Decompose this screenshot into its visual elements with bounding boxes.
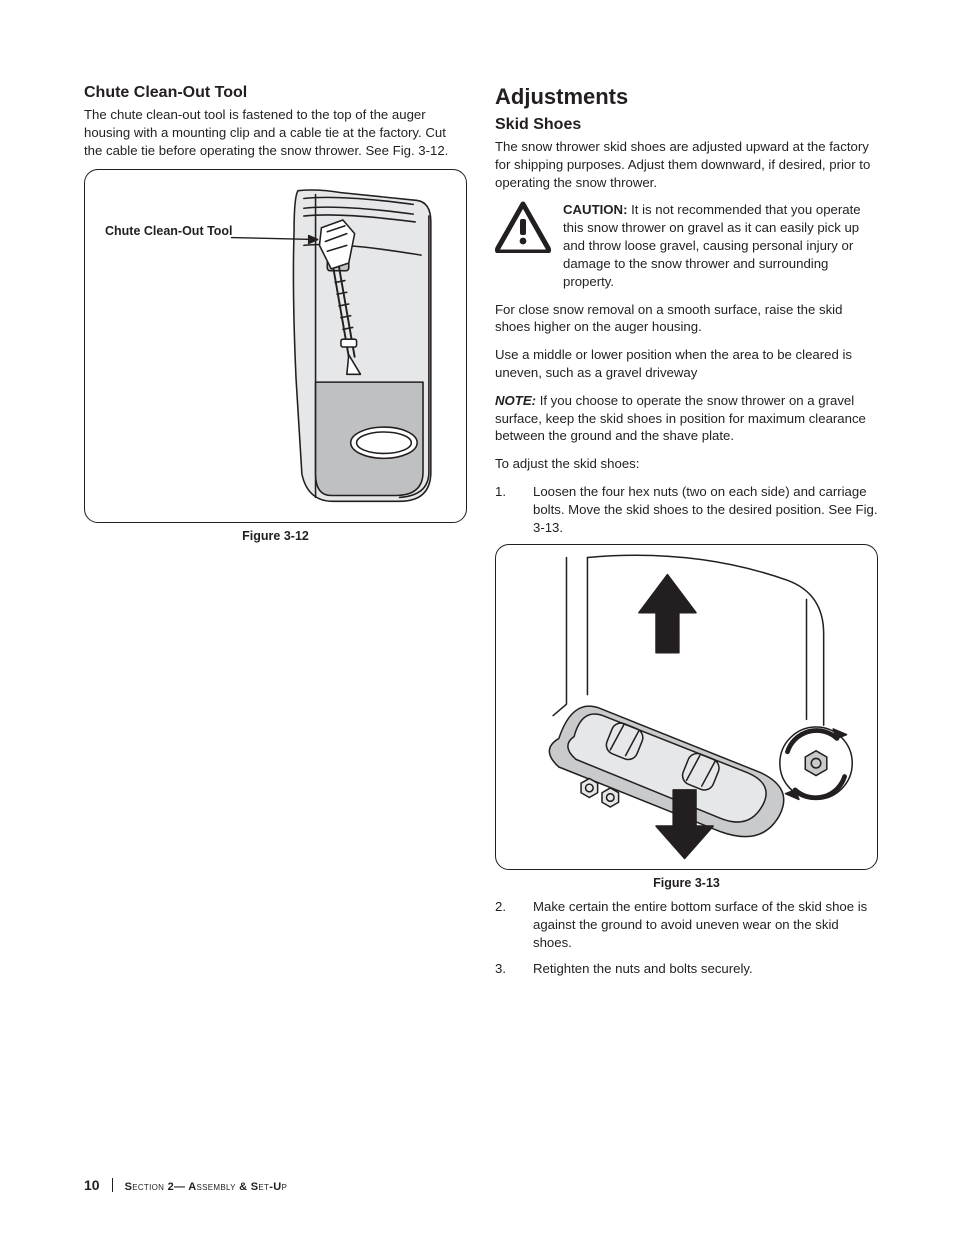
footer-txt-5: & S	[236, 1181, 259, 1193]
left-column: Chute Clean-Out Tool The chute clean-out…	[84, 84, 467, 986]
footer-txt-3: 2— A	[164, 1181, 196, 1193]
para-skid-4: To adjust the skid shoes:	[495, 455, 878, 473]
footer-separator	[112, 1178, 113, 1192]
para-skid-1: The snow thrower skid shoes are adjusted…	[495, 138, 878, 191]
heading-adjustments: Adjustments	[495, 84, 878, 110]
figure-3-12: Chute Clean-Out Tool	[84, 169, 467, 523]
para-skid-3: Use a middle or lower position when the …	[495, 346, 878, 382]
page-footer: 10 Section 2— Assembly & Set-Up	[84, 1177, 287, 1193]
footer-txt-2: ection	[132, 1181, 164, 1193]
figure-3-12-svg	[85, 170, 466, 522]
caution-block: CAUTION: It is not recommended that you …	[495, 201, 878, 290]
warning-triangle-icon	[495, 201, 551, 253]
para-chute-cleanout: The chute clean-out tool is fastened to …	[84, 106, 467, 159]
steps-list: 1.Loosen the four hex nuts (two on each …	[495, 483, 878, 536]
step-3-num: 3.	[495, 960, 533, 978]
page-number: 10	[84, 1177, 100, 1193]
step-1-num: 1.	[495, 483, 533, 536]
footer-txt-8: p	[281, 1181, 287, 1193]
figure-3-13-caption: Figure 3-13	[495, 876, 878, 890]
footer-txt-4: ssembly	[197, 1181, 236, 1193]
figure-3-12-label: Chute Clean-Out Tool	[105, 224, 233, 238]
caution-lead: CAUTION:	[563, 202, 627, 217]
heading-skid-shoes: Skid Shoes	[495, 116, 878, 134]
step-2-text: Make certain the entire bottom surface o…	[533, 898, 878, 951]
step-3-text: Retighten the nuts and bolts securely.	[533, 960, 878, 978]
page: Chute Clean-Out Tool The chute clean-out…	[0, 0, 954, 1235]
note-body: If you choose to operate the snow throwe…	[495, 393, 866, 444]
figure-3-13-svg	[496, 545, 877, 869]
two-column-layout: Chute Clean-Out Tool The chute clean-out…	[84, 84, 878, 986]
para-note: NOTE: If you choose to operate the snow …	[495, 392, 878, 445]
steps-list-2: 2.Make certain the entire bottom surface…	[495, 898, 878, 977]
step-1: 1.Loosen the four hex nuts (two on each …	[495, 483, 878, 536]
step-2: 2.Make certain the entire bottom surface…	[495, 898, 878, 951]
footer-txt-6: et	[258, 1181, 269, 1193]
caution-text: CAUTION: It is not recommended that you …	[563, 201, 878, 290]
para-skid-2: For close snow removal on a smooth surfa…	[495, 301, 878, 337]
note-lead: NOTE:	[495, 393, 536, 408]
figure-3-13	[495, 544, 878, 870]
step-2-num: 2.	[495, 898, 533, 951]
step-1-text: Loosen the four hex nuts (two on each si…	[533, 483, 878, 536]
figure-3-12-caption: Figure 3-12	[84, 529, 467, 543]
right-column: Adjustments Skid Shoes The snow thrower …	[495, 84, 878, 986]
heading-chute-cleanout: Chute Clean-Out Tool	[84, 84, 467, 102]
step-3: 3.Retighten the nuts and bolts securely.	[495, 960, 878, 978]
footer-txt-7: -U	[269, 1181, 281, 1193]
footer-breadcrumb: Section 2— Assembly & Set-Up	[125, 1181, 288, 1193]
